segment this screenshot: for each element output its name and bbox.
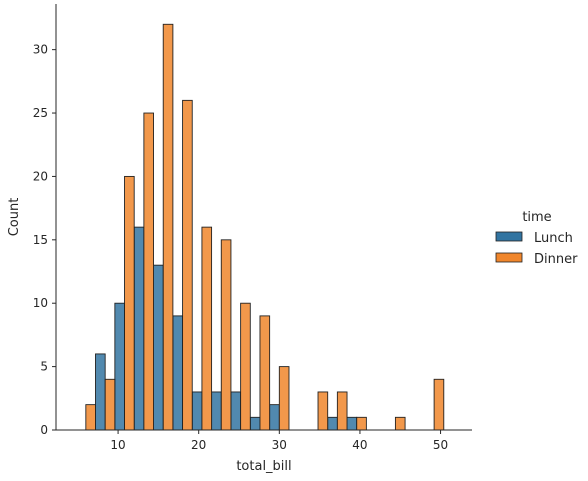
bar-lunch-6 — [191, 391, 203, 431]
y-ticks-group: 0 5 10 15 20 25 30 — [33, 43, 56, 437]
y-tick-label: 25 — [33, 106, 48, 120]
y-tick-label: 5 — [40, 360, 48, 374]
x-tick-label: 10 — [110, 438, 125, 452]
bar-lunch-7 — [211, 391, 222, 431]
bar-lunch-4 — [153, 264, 164, 431]
bar-dinner-2 — [124, 175, 135, 431]
legend-title: time — [522, 210, 551, 225]
bar-lunch-5 — [172, 315, 184, 431]
x-tick-label: 30 — [272, 438, 287, 452]
bar-lunch-8 — [230, 391, 242, 431]
legend-swatch-dinner — [495, 252, 523, 263]
bar-dinner-4 — [162, 23, 174, 431]
legend-label-lunch: Lunch — [534, 231, 573, 246]
bar-dinner-5 — [182, 99, 193, 431]
legend: time Lunch Dinner — [495, 210, 578, 267]
x-tick-label: 40 — [352, 438, 367, 452]
bar-dinner-14 — [356, 416, 367, 431]
y-tick-label: 15 — [33, 233, 48, 247]
bar-dinner-16 — [394, 416, 406, 431]
bar-dinner-0 — [85, 404, 96, 431]
bars-group — [85, 23, 445, 431]
x-tick-label: 20 — [191, 438, 206, 452]
bar-lunch-14 — [346, 416, 358, 431]
bar-lunch-2 — [114, 302, 125, 431]
bar-lunch-10 — [269, 404, 280, 431]
y-tick-label: 20 — [33, 169, 48, 183]
bar-dinner-7 — [220, 239, 232, 431]
bar-dinner-13 — [336, 391, 348, 431]
legend-swatch-lunch — [495, 231, 523, 242]
bar-dinner-9 — [259, 315, 271, 431]
y-axis-label: Count — [7, 198, 22, 237]
bar-dinner-8 — [240, 302, 251, 431]
y-tick-label: 0 — [40, 423, 48, 437]
bar-dinner-10 — [278, 366, 290, 431]
bar-lunch-1 — [95, 353, 106, 431]
y-tick-label: 10 — [33, 296, 48, 310]
bar-lunch-13 — [327, 416, 338, 431]
bar-lunch-9 — [249, 416, 261, 431]
legend-label-dinner: Dinner — [534, 252, 578, 267]
x-ticks-group: 10 20 30 40 50 — [110, 430, 448, 452]
bar-dinner-3 — [143, 112, 155, 431]
x-tick-label: 50 — [433, 438, 448, 452]
y-tick-label: 30 — [33, 43, 48, 57]
bar-lunch-3 — [133, 226, 145, 431]
bar-dinner-18 — [433, 378, 445, 431]
bar-dinner-6 — [201, 226, 213, 431]
bar-dinner-1 — [104, 378, 116, 431]
x-axis-label: total_bill — [236, 459, 291, 474]
bar-dinner-12 — [317, 391, 329, 431]
